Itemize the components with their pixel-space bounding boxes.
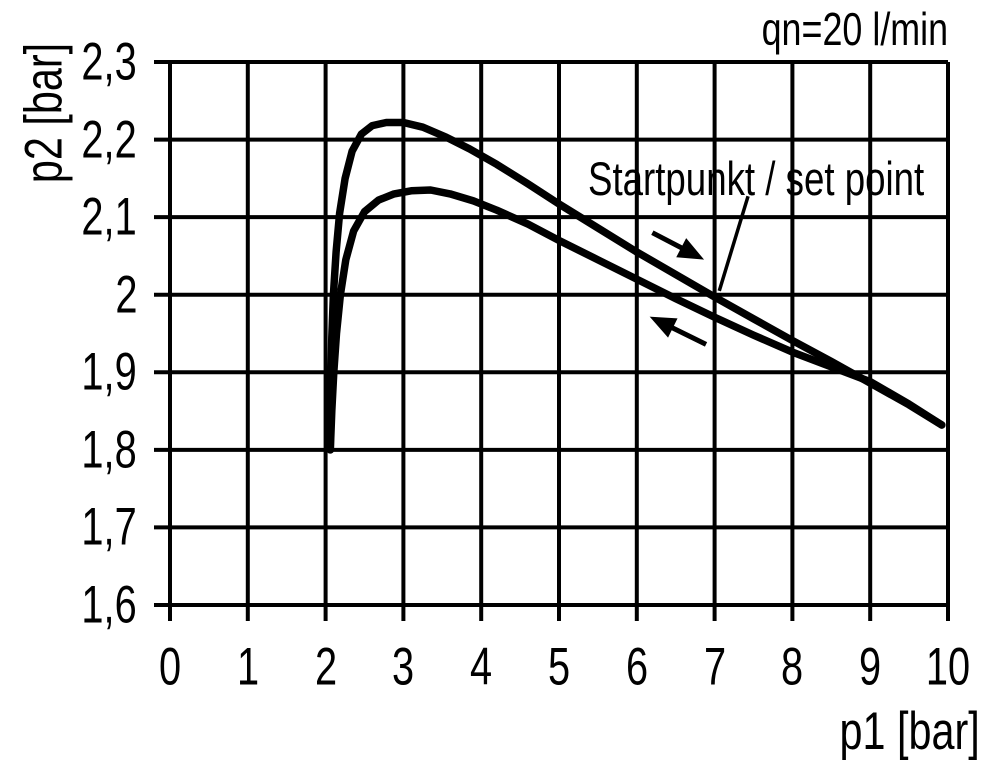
y-tick-label: 2,2 bbox=[81, 110, 137, 170]
forward-direction-arrow-head-icon bbox=[676, 238, 705, 260]
x-tick-label: 6 bbox=[625, 637, 648, 697]
x-tick-label: 10 bbox=[925, 637, 971, 697]
y-axis-label: p2 [bar] bbox=[14, 42, 74, 184]
hysteresis-curves bbox=[326, 118, 946, 454]
x-tick-label: 4 bbox=[470, 637, 493, 697]
upper-hysteresis-branch-curve bbox=[326, 118, 946, 454]
set-point-leader-line bbox=[717, 195, 750, 292]
lower-hysteresis-branch-curve bbox=[326, 186, 946, 454]
chart-title: qn=20 l/min bbox=[761, 3, 948, 55]
x-tick-label: 1 bbox=[236, 637, 259, 697]
x-axis-label: p1 [bar] bbox=[839, 702, 980, 761]
x-tick-label: 8 bbox=[781, 637, 804, 697]
set-point-annotation-label: Startpunkt / set point bbox=[588, 152, 925, 205]
y-tick-label: 2,1 bbox=[81, 187, 137, 247]
x-tick-label: 5 bbox=[547, 637, 571, 697]
y-tick-label: 1,7 bbox=[81, 497, 137, 557]
y-tick-label: 2,3 bbox=[81, 32, 137, 92]
x-tick-label: 7 bbox=[703, 637, 726, 697]
x-tick-label: 2 bbox=[314, 637, 337, 697]
x-tick-label: 9 bbox=[859, 637, 882, 697]
return-direction-arrow-head-icon bbox=[649, 316, 678, 338]
y-tick-label: 1,9 bbox=[81, 342, 137, 402]
grid-lines bbox=[154, 60, 950, 621]
annotation-graphics bbox=[649, 195, 750, 347]
y-tick-label: 2 bbox=[114, 265, 137, 325]
y-tick-label: 1,6 bbox=[81, 575, 137, 635]
x-tick-label: 0 bbox=[158, 637, 182, 697]
y-tick-label: 1,8 bbox=[81, 420, 137, 480]
x-tick-label: 3 bbox=[392, 637, 415, 697]
